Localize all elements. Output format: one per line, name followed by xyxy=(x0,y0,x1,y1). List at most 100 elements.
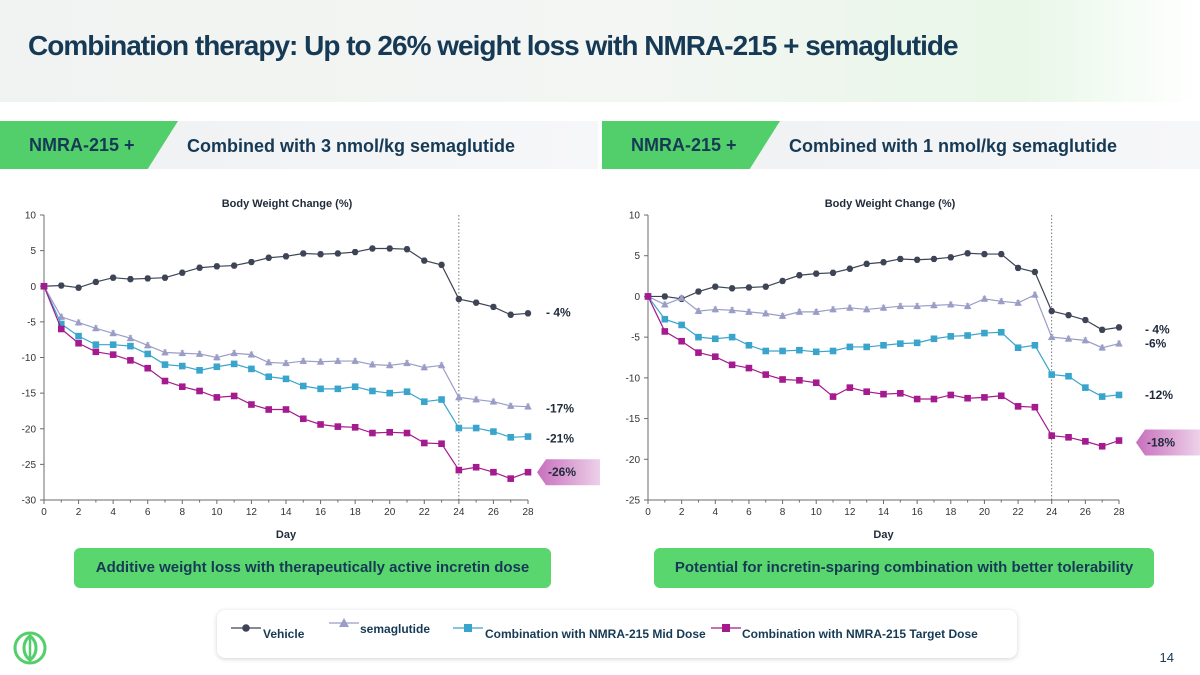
data-point xyxy=(507,475,515,482)
data-point xyxy=(178,362,186,370)
data-point xyxy=(334,250,342,257)
data-point xyxy=(795,307,804,315)
title-bar: Combination therapy: Up to 26% weight lo… xyxy=(0,0,1200,102)
data-point xyxy=(812,348,820,356)
data-point xyxy=(644,293,652,300)
data-point xyxy=(300,250,307,257)
y-tick-label: -15 xyxy=(626,414,641,425)
data-point xyxy=(728,361,736,369)
data-point xyxy=(829,347,837,355)
banner-heading: Combined with 1 nmol/kg semaglutide xyxy=(789,136,1118,156)
data-point xyxy=(1064,334,1073,342)
data-point xyxy=(980,294,989,302)
x-tick-label: 12 xyxy=(844,507,856,518)
data-point xyxy=(299,382,307,390)
data-point xyxy=(369,245,376,252)
x-tick-label: 8 xyxy=(780,507,786,518)
data-point xyxy=(678,321,685,329)
data-point xyxy=(1098,343,1106,351)
data-point xyxy=(796,377,803,384)
data-point xyxy=(438,440,445,448)
data-point xyxy=(796,272,803,279)
data-point xyxy=(728,285,736,292)
data-point xyxy=(997,328,1005,336)
x-axis-label: Day xyxy=(276,529,297,541)
x-tick-label: 26 xyxy=(1080,507,1092,518)
y-tick-label: 5 xyxy=(30,246,36,257)
legend-label-target-dose: Combination with NMRA-215 Target Dose xyxy=(742,627,978,641)
data-point xyxy=(880,390,887,398)
data-point xyxy=(109,341,117,348)
data-point xyxy=(694,307,703,314)
data-point xyxy=(1031,268,1039,276)
data-point xyxy=(126,334,135,342)
data-point xyxy=(230,392,238,400)
data-point xyxy=(1098,393,1106,400)
end-label: - 4% xyxy=(1145,322,1170,336)
x-tick-label: 10 xyxy=(811,507,823,518)
panel-banner-right: NMRA-215 + Combined with 1 nmol/kg semag… xyxy=(602,121,1200,169)
data-point xyxy=(1014,264,1022,272)
data-point xyxy=(779,347,786,355)
x-tick-label: 24 xyxy=(453,507,465,518)
data-point xyxy=(913,395,921,403)
data-point xyxy=(248,401,255,408)
end-label: - 4% xyxy=(546,305,571,319)
x-tick-label: 16 xyxy=(315,507,327,518)
x-tick-label: 8 xyxy=(180,507,186,518)
y-tick-label: 0 xyxy=(634,292,640,303)
data-point xyxy=(745,364,753,372)
x-tick-label: 22 xyxy=(419,507,431,518)
data-point xyxy=(213,363,221,371)
data-point xyxy=(75,332,82,340)
x-tick-label: 20 xyxy=(979,507,991,518)
x-tick-label: 4 xyxy=(713,507,719,518)
data-point xyxy=(896,302,905,309)
y-tick-label: -15 xyxy=(22,389,37,400)
data-point xyxy=(403,359,411,366)
x-tick-label: 28 xyxy=(522,507,534,518)
x-tick-label: 24 xyxy=(1046,507,1058,518)
data-point xyxy=(247,350,256,358)
data-point xyxy=(317,421,324,428)
data-point xyxy=(213,263,221,270)
data-point xyxy=(1014,344,1022,352)
data-point xyxy=(897,390,904,397)
data-point xyxy=(712,283,719,290)
data-point xyxy=(248,258,255,266)
data-point xyxy=(490,468,497,476)
data-point xyxy=(981,250,988,258)
y-tick-label: 0 xyxy=(30,282,36,293)
data-point xyxy=(862,305,871,313)
data-point xyxy=(913,339,921,347)
data-point xyxy=(880,259,887,266)
data-point xyxy=(1031,290,1039,298)
data-point xyxy=(178,349,187,357)
data-point xyxy=(109,351,117,358)
data-point xyxy=(796,346,803,354)
data-point xyxy=(1115,437,1123,444)
data-point xyxy=(524,402,532,410)
data-point xyxy=(230,349,238,357)
data-point xyxy=(92,341,100,348)
data-point xyxy=(438,261,445,269)
data-point xyxy=(490,303,497,311)
data-point xyxy=(386,245,393,252)
chart-title: Body Weight Change (%) xyxy=(825,198,956,210)
data-point xyxy=(420,439,428,447)
y-tick-label: -10 xyxy=(626,373,641,384)
data-point xyxy=(1098,442,1106,450)
data-point xyxy=(455,424,463,432)
data-point xyxy=(386,429,394,436)
data-point xyxy=(964,250,971,257)
x-tick-label: 0 xyxy=(41,507,47,518)
data-point xyxy=(385,361,394,369)
data-point xyxy=(248,365,255,373)
x-tick-label: 14 xyxy=(878,507,890,518)
data-point xyxy=(863,260,870,268)
legend-marker-target-dose xyxy=(711,624,741,632)
y-tick-label: -25 xyxy=(626,496,641,507)
data-point xyxy=(964,394,971,402)
data-point xyxy=(913,256,921,263)
data-point xyxy=(728,306,736,314)
